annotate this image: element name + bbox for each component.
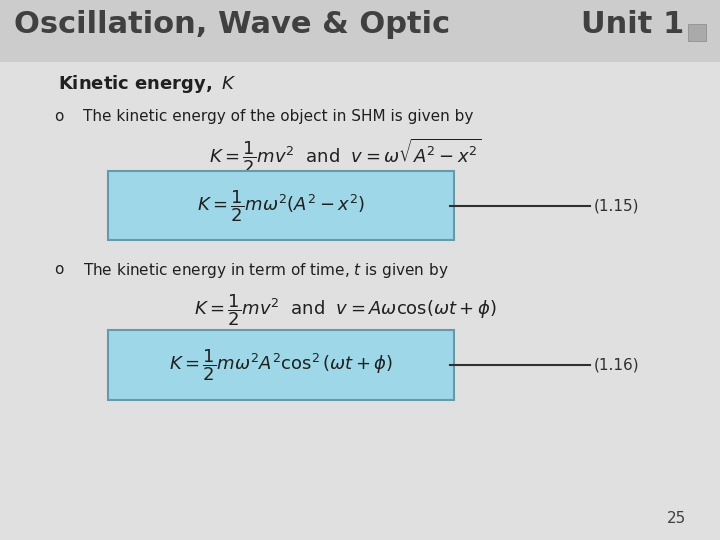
Text: $K = \dfrac{1}{2}m\omega^2 A^2\cos^2(\omega t + \phi)$: $K = \dfrac{1}{2}m\omega^2 A^2\cos^2(\om…	[168, 347, 393, 383]
Text: Oscillation, Wave & Optic: Oscillation, Wave & Optic	[14, 10, 451, 39]
Text: Unit 1: Unit 1	[581, 10, 684, 39]
FancyBboxPatch shape	[108, 171, 454, 240]
Bar	[688, 24, 706, 40]
Text: $K = \dfrac{1}{2}mv^2$  and  $v = \omega\sqrt{A^2 - x^2}$: $K = \dfrac{1}{2}mv^2$ and $v = \omega\s…	[210, 137, 482, 176]
Text: 25: 25	[667, 511, 686, 526]
Text: $K = \dfrac{1}{2}m\omega^2\left(A^2 - x^2\right)$: $K = \dfrac{1}{2}m\omega^2\left(A^2 - x^…	[197, 188, 365, 224]
Text: (1.15): (1.15)	[594, 198, 639, 213]
Text: o: o	[54, 109, 63, 124]
Text: The kinetic energy in term of time, $t$ is given by: The kinetic energy in term of time, $t$ …	[83, 260, 449, 280]
Text: $\bf{Kinetic\ energy,}\ \it{K}$: $\bf{Kinetic\ energy,}\ \it{K}$	[58, 73, 236, 94]
Text: The kinetic energy of the object in SHM is given by: The kinetic energy of the object in SHM …	[83, 109, 473, 124]
Bar	[0, 0, 720, 62]
FancyBboxPatch shape	[108, 330, 454, 400]
Text: $K = \dfrac{1}{2}mv^2$  and  $v = A\omega\cos(\omega t + \phi)$: $K = \dfrac{1}{2}mv^2$ and $v = A\omega\…	[194, 293, 497, 328]
Text: o: o	[54, 262, 63, 278]
Text: (1.16): (1.16)	[594, 357, 639, 373]
